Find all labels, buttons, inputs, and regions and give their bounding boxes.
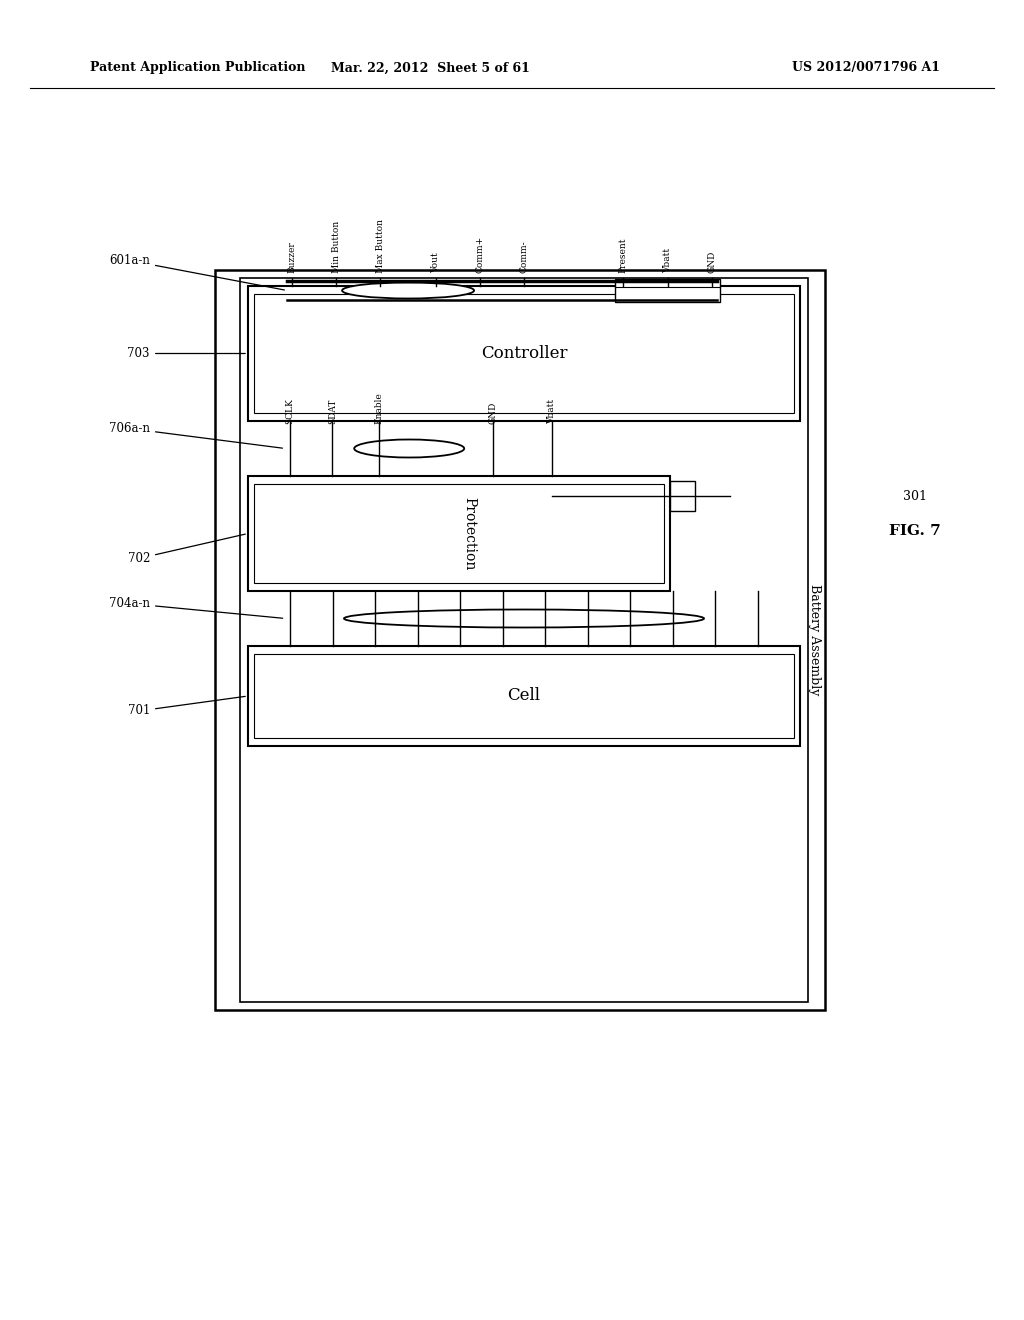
Bar [670,480,695,511]
Text: Vbatt: Vbatt [663,248,672,273]
Bar [254,294,794,413]
Text: Battery Assembly: Battery Assembly [809,585,821,696]
Text: Enable: Enable [375,392,383,424]
Ellipse shape [354,440,464,458]
Text: Controller: Controller [480,345,567,362]
Bar [248,477,670,591]
Text: SCLK: SCLK [286,399,295,424]
Text: GND: GND [708,251,716,273]
Text: Buzzer: Buzzer [288,242,297,273]
Text: Cell: Cell [508,688,541,705]
Bar [254,653,794,738]
Text: 706a-n: 706a-n [109,422,283,449]
Bar [248,286,800,421]
Text: Mar. 22, 2012  Sheet 5 of 61: Mar. 22, 2012 Sheet 5 of 61 [331,62,529,74]
Text: FIG. 7: FIG. 7 [889,524,941,539]
Text: 301: 301 [903,490,927,503]
Bar [215,271,825,1010]
Text: Max Button: Max Button [376,219,385,273]
Text: 703: 703 [128,347,245,360]
Bar [615,279,720,302]
Text: Comm+: Comm+ [475,236,484,273]
Text: SDAT: SDAT [328,399,337,424]
Text: Protection: Protection [462,496,476,570]
Text: 601a-n: 601a-n [110,253,285,290]
Text: 704a-n: 704a-n [109,597,283,618]
Text: Present: Present [618,238,628,273]
Text: Patent Application Publication: Patent Application Publication [90,62,305,74]
Text: GND: GND [488,401,498,424]
Bar [240,279,808,1002]
Ellipse shape [342,282,474,298]
Text: Vbatt: Vbatt [548,399,556,424]
Text: 701: 701 [128,697,246,718]
Bar [248,645,800,746]
Text: Min Button: Min Button [332,220,341,273]
Text: US 2012/0071796 A1: US 2012/0071796 A1 [792,62,940,74]
Ellipse shape [344,610,705,627]
Text: Vout: Vout [431,252,440,273]
Bar [254,484,664,583]
Text: 702: 702 [128,535,246,565]
Text: Comm-: Comm- [519,240,528,273]
